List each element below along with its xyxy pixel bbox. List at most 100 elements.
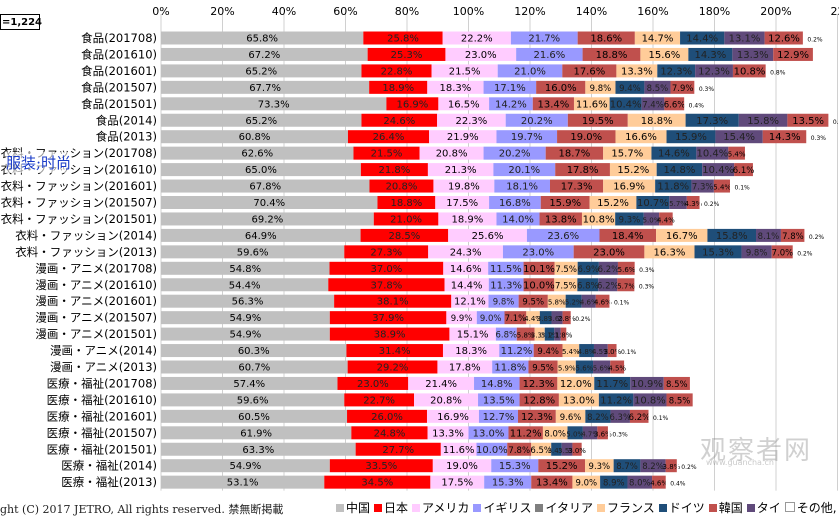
data-label: 14.3% <box>694 50 726 61</box>
data-label: 65.2% <box>245 116 277 127</box>
data-label: 38.1% <box>377 297 409 308</box>
data-label: 16.5% <box>448 99 480 110</box>
data-label: 13.0% <box>473 428 505 439</box>
data-label: 8.0% <box>629 479 651 489</box>
data-label: 12.3% <box>523 379 555 390</box>
data-label: 21.9% <box>447 132 479 143</box>
data-label: 11.2% <box>510 428 542 439</box>
data-label: 15.3% <box>499 461 531 472</box>
data-label: 10.0% <box>523 280 555 291</box>
data-label: 0.3% <box>639 267 655 274</box>
data-label: 6.9% <box>577 265 599 275</box>
bar-segment <box>829 114 831 127</box>
data-label: 13.3% <box>432 428 464 439</box>
data-label: 73.3% <box>258 99 290 110</box>
row-label: 漫画・アニメ(201501) <box>35 327 157 341</box>
legend-label: 日本 <box>384 501 408 515</box>
chinese-annotation: 服装;时尚 <box>6 152 71 173</box>
legend-item: アメリカ <box>412 499 469 516</box>
data-label: 13.3% <box>737 50 769 61</box>
data-label: 8.7% <box>616 462 638 472</box>
bar-segment <box>685 97 686 110</box>
data-label: 60.3% <box>238 346 270 357</box>
bar-segment <box>666 476 667 489</box>
data-label: 54.9% <box>230 313 262 324</box>
data-label: 62.6% <box>241 149 273 160</box>
data-label: 5.6% <box>618 266 636 274</box>
row-labels: 食品(201708)食品(201610)食品(201601)食品(201507)… <box>1 31 157 489</box>
data-label: 0.3% <box>612 431 628 438</box>
legend-swatch <box>659 504 667 512</box>
data-label: 6.2% <box>598 265 620 275</box>
data-label: 23.0% <box>465 50 497 61</box>
data-label: 16.6% <box>625 132 657 143</box>
data-label: 19.7% <box>511 132 543 143</box>
data-label: 13.3% <box>621 66 653 77</box>
row-label: 漫画・アニメ(201610) <box>35 278 157 292</box>
data-label: 9.8% <box>746 248 768 258</box>
data-label: 14.8% <box>481 379 513 390</box>
data-label: 8.9% <box>603 479 625 489</box>
data-label: 54.9% <box>230 461 262 472</box>
data-label: 7.9% <box>672 84 694 94</box>
data-label: 24.8% <box>374 428 406 439</box>
data-label: 21.4% <box>425 379 457 390</box>
row-label: 食品(201507) <box>81 80 157 94</box>
data-label: 21.5% <box>449 66 481 77</box>
data-label: 31.4% <box>379 346 411 357</box>
legend-item: ドイツ <box>659 499 705 516</box>
data-label: 7.1% <box>505 314 527 324</box>
data-label: 29.2% <box>377 363 409 374</box>
data-label: 7.5% <box>555 281 577 291</box>
data-label: 23.6% <box>547 231 579 242</box>
data-label: 27.7% <box>382 445 414 456</box>
data-label: 16.8% <box>499 198 531 209</box>
data-label: 25.3% <box>391 50 423 61</box>
data-label: 18.9% <box>382 83 414 94</box>
data-label: 38.9% <box>374 330 406 341</box>
data-label: 20.8% <box>386 182 418 193</box>
data-label: 23.0% <box>593 247 625 258</box>
data-label: 37.0% <box>371 264 403 275</box>
row-label: 衣料・ファッション(2013) <box>15 245 157 259</box>
x-tick-label: 60% <box>333 5 357 18</box>
data-label: 0.4% <box>670 481 686 488</box>
data-label: 20.8% <box>436 149 468 160</box>
data-label: 17.5% <box>441 478 473 489</box>
data-label: 0.2% <box>704 201 720 208</box>
data-label: 18.3% <box>440 83 472 94</box>
data-label: 15.2% <box>617 165 649 176</box>
data-label: 22.7% <box>363 395 395 406</box>
bar-segment <box>677 459 678 472</box>
data-label: 4.5% <box>608 365 626 373</box>
data-label: 7.3% <box>692 183 714 193</box>
data-label: 26.4% <box>373 132 405 143</box>
data-label: 64.9% <box>245 231 277 242</box>
data-label: 15.3% <box>492 478 524 489</box>
data-label: 65.2% <box>245 66 277 77</box>
bar-segment <box>700 196 701 209</box>
data-label: 10.8% <box>634 395 666 406</box>
bar-segment <box>803 32 804 45</box>
data-label: 9.8% <box>493 298 515 308</box>
bar-segment <box>571 311 572 324</box>
data-label: 11.6% <box>576 99 608 110</box>
data-label: 14.7% <box>642 34 674 45</box>
data-label: 12.3% <box>698 66 730 77</box>
data-label: 61.9% <box>240 428 272 439</box>
legend-item: タイ <box>747 499 781 516</box>
data-label: 11.5% <box>490 264 522 275</box>
data-label: 14.2% <box>495 99 527 110</box>
x-tick-label: 22 <box>831 5 839 18</box>
data-label: 12.0% <box>560 379 592 390</box>
data-label: 17.3% <box>696 116 728 127</box>
data-label: 28.5% <box>388 231 420 242</box>
bar-segment <box>635 262 636 275</box>
data-label: 33.5% <box>365 461 397 472</box>
row-label: 漫画・アニメ(2013) <box>50 360 157 374</box>
bar-segment <box>695 81 696 94</box>
data-label: 6.6% <box>664 100 686 110</box>
data-label: 18.7% <box>559 149 591 160</box>
data-label: 0.1% <box>621 349 637 356</box>
data-label: 67.2% <box>248 50 280 61</box>
